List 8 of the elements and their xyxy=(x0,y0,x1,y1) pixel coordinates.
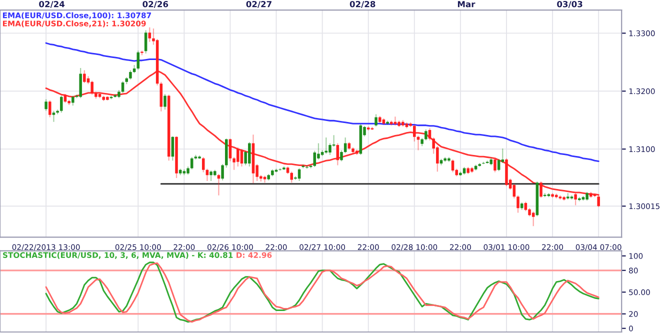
text: 02/26 xyxy=(142,0,168,8)
text: 02/27 xyxy=(246,0,272,8)
line-series xyxy=(45,70,600,196)
text: 02/28 xyxy=(350,0,376,8)
text: 02/24 xyxy=(39,0,65,8)
text: Mar xyxy=(458,1,476,8)
line-series xyxy=(45,42,600,162)
text: 03/03 xyxy=(557,0,582,8)
